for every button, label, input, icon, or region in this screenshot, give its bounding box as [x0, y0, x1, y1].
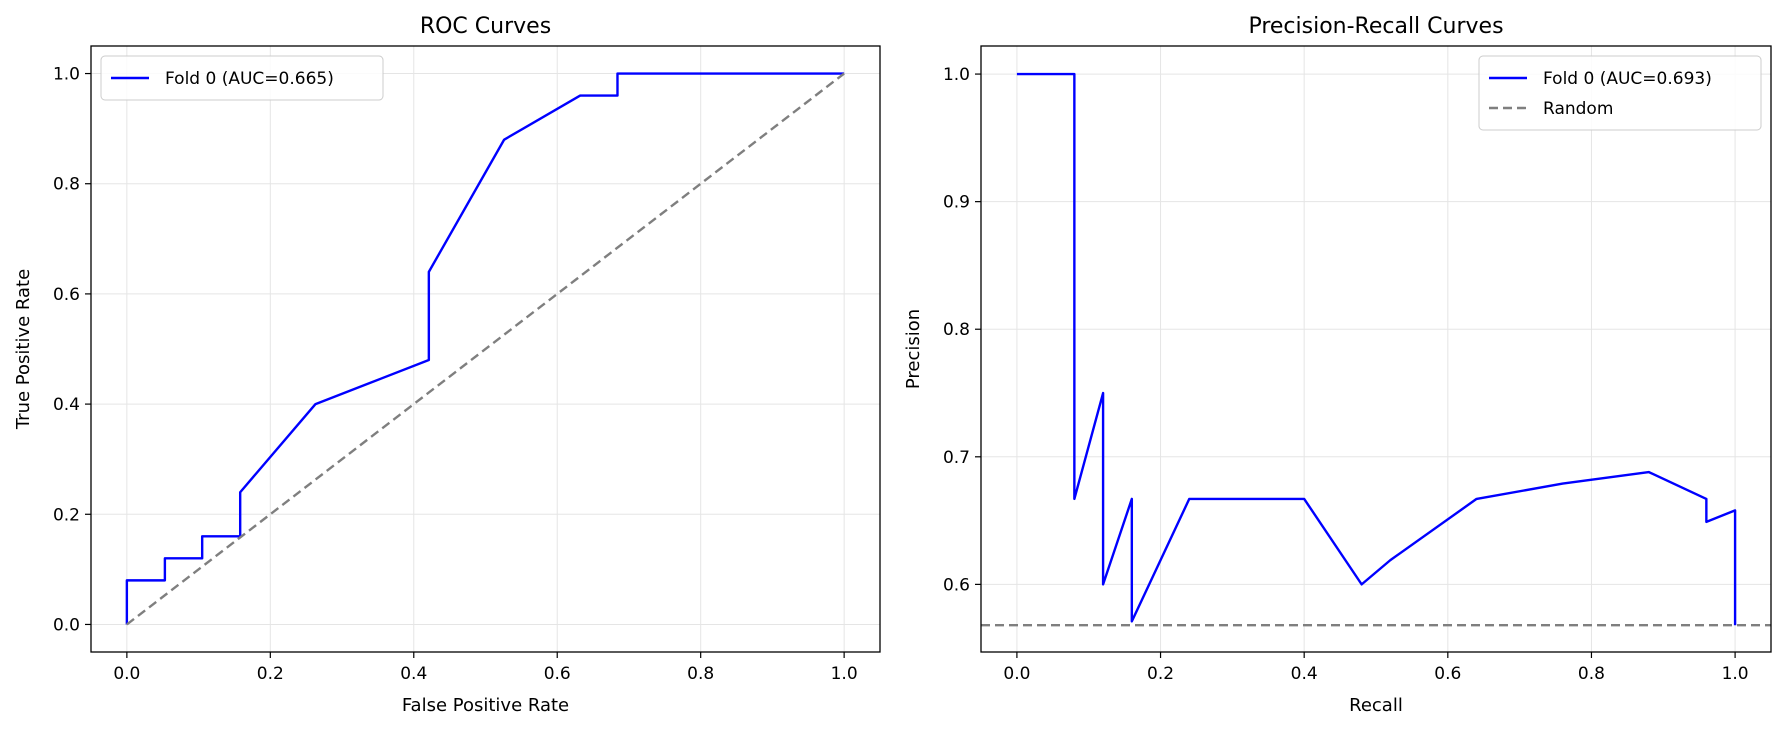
x-tick-label: 1.0 — [831, 664, 858, 684]
x-tick-label: 0.6 — [544, 664, 571, 684]
x-tick-label: 0.4 — [400, 664, 427, 684]
x-tick-label: 0.8 — [1578, 664, 1605, 684]
legend-box — [1478, 55, 1762, 131]
legend-label: Fold 0 (AUC=0.693) — [1543, 69, 1712, 89]
chart-title: ROC Curves — [420, 14, 551, 39]
x-tick-label: 0.0 — [1003, 664, 1030, 684]
reference-line — [126, 72, 845, 626]
y-tick-label: 1.0 — [53, 65, 80, 85]
y-tick-label: 0.6 — [943, 575, 970, 595]
chart-title: Precision-Recall Curves — [1248, 14, 1503, 39]
y-tick-label: 0.0 — [53, 615, 80, 635]
y-tick-label: 0.4 — [53, 395, 80, 415]
legend-label: Fold 0 (AUC=0.665) — [165, 69, 334, 89]
x-tick-label: 0.2 — [1147, 664, 1174, 684]
x-axis-label: Recall — [1349, 695, 1403, 716]
x-tick-label: 1.0 — [1722, 664, 1749, 684]
axes-frame — [90, 45, 881, 653]
x-tick-label: 0.0 — [113, 664, 140, 684]
series-line — [125, 72, 845, 625]
y-tick-label: 0.6 — [53, 285, 80, 305]
y-tick-label: 0.8 — [53, 175, 80, 195]
y-tick-label: 0.2 — [53, 505, 80, 525]
y-tick-label: 0.9 — [943, 193, 970, 213]
legend: Fold 0 (AUC=0.693) Random — [1478, 55, 1762, 131]
y-axis-label: True Positive Rate — [13, 269, 34, 430]
legend-label: Random — [1543, 99, 1613, 119]
x-axis-label: False Positive Rate — [402, 695, 569, 716]
series-line — [1016, 72, 1737, 626]
legend-box — [100, 55, 384, 101]
y-tick-label: 1.0 — [943, 65, 970, 85]
y-axis-label: Precision — [903, 309, 924, 389]
chart-panel-0: 0.0 0.2 0.4 0.6 0.8 1.0 0.0 0.2 0.4 0.6 0.8 1.0 ROC … — [13, 14, 881, 716]
legend: Fold 0 (AUC=0.665) — [100, 55, 384, 101]
y-tick-label: 0.7 — [943, 448, 970, 468]
x-tick-label: 0.4 — [1291, 664, 1318, 684]
plot-area — [981, 72, 1771, 627]
chart-panel-1: 0.0 0.2 0.4 0.6 0.8 1.0 0.6 0.7 0.8 0.9 1.0 Precisi… — [903, 14, 1772, 716]
y-tick-label: 0.8 — [943, 320, 970, 340]
x-tick-label: 0.8 — [687, 664, 714, 684]
x-tick-label: 0.6 — [1434, 664, 1461, 684]
x-tick-label: 0.2 — [257, 664, 284, 684]
axes-frame — [980, 45, 1772, 653]
plot-area — [125, 72, 845, 626]
